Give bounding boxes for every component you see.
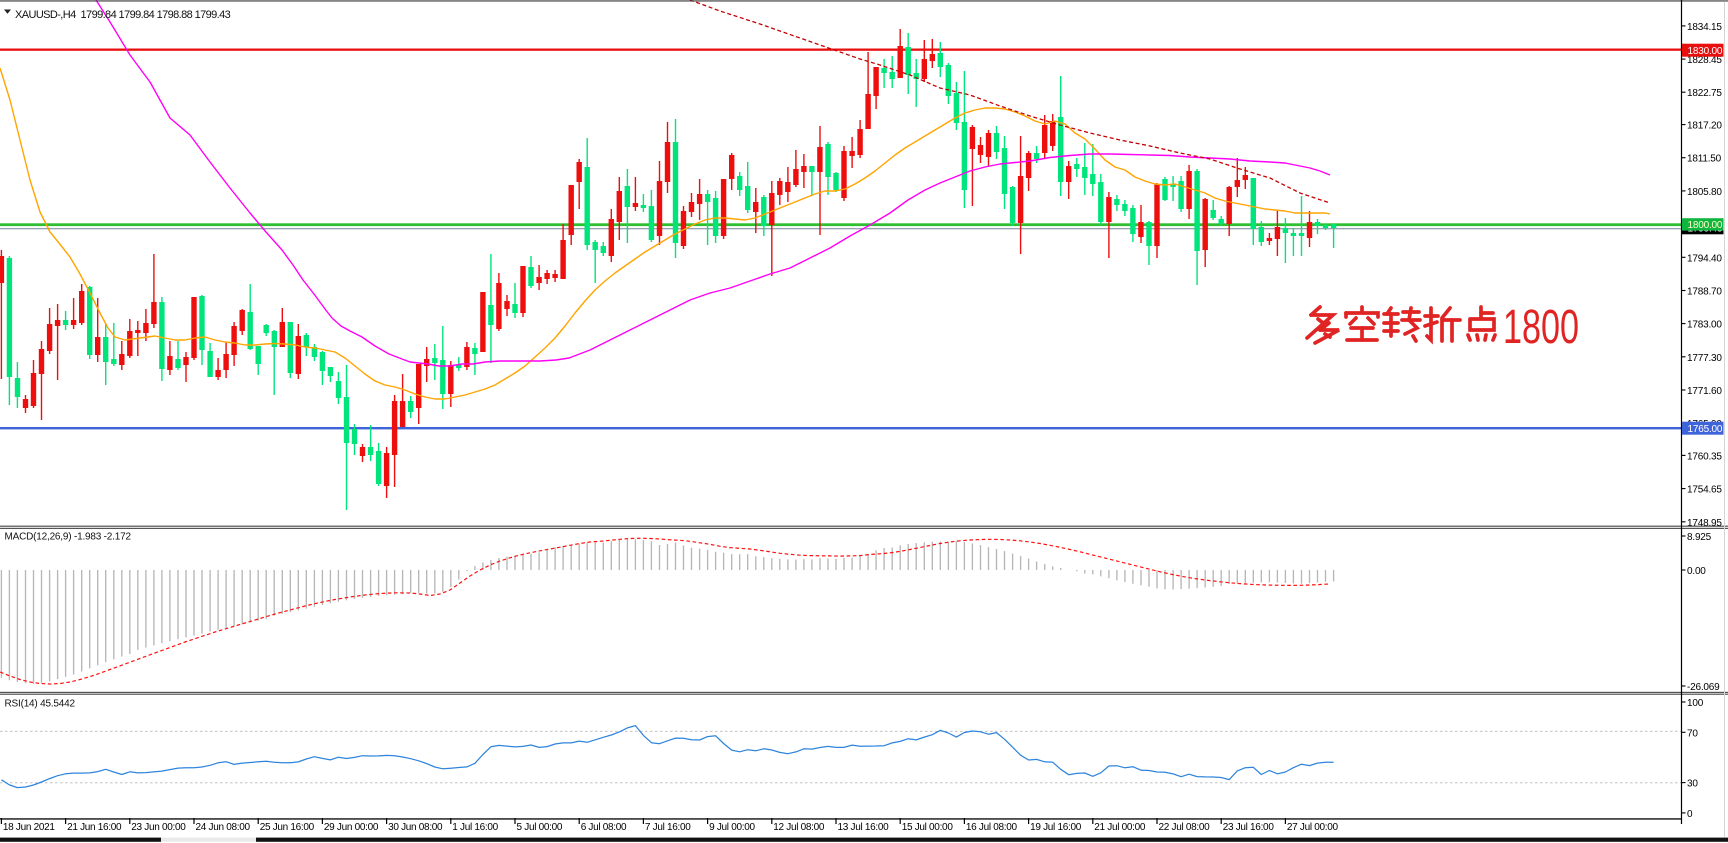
- svg-text:23 Jul 16:00: 23 Jul 16:00: [1223, 822, 1275, 833]
- svg-text:27 Jul 00:00: 27 Jul 00:00: [1287, 822, 1339, 833]
- svg-text:1783.00: 1783.00: [1687, 320, 1722, 331]
- svg-text:29 Jun 00:00: 29 Jun 00:00: [324, 822, 379, 833]
- svg-text:1830.00: 1830.00: [1688, 46, 1723, 57]
- svg-text:9 Jul 00:00: 9 Jul 00:00: [709, 822, 755, 833]
- svg-text:1765.00: 1765.00: [1688, 424, 1723, 435]
- svg-text:1748.95: 1748.95: [1687, 518, 1722, 529]
- svg-text:30: 30: [1687, 779, 1698, 790]
- svg-text:21 Jul 00:00: 21 Jul 00:00: [1094, 822, 1146, 833]
- svg-text:8.925: 8.925: [1687, 532, 1712, 543]
- svg-text:12 Jul 08:00: 12 Jul 08:00: [773, 822, 825, 833]
- svg-text:18 Jun 2021: 18 Jun 2021: [3, 822, 55, 833]
- svg-text:0.00: 0.00: [1687, 566, 1706, 577]
- svg-text:1800.00: 1800.00: [1688, 220, 1723, 231]
- svg-text:23 Jun 00:00: 23 Jun 00:00: [131, 822, 186, 833]
- svg-text:1777.30: 1777.30: [1687, 353, 1722, 364]
- svg-text:1811.50: 1811.50: [1687, 154, 1722, 165]
- svg-text:100: 100: [1687, 698, 1704, 709]
- svg-text:MACD(12,26,9) -1.983 -2.172: MACD(12,26,9) -1.983 -2.172: [5, 532, 132, 543]
- svg-text:1800: 1800: [1503, 301, 1579, 354]
- svg-text:70: 70: [1687, 728, 1698, 739]
- svg-text:1794.40: 1794.40: [1687, 253, 1722, 264]
- svg-text:1771.60: 1771.60: [1687, 386, 1722, 397]
- svg-text:XAUUSD-,H4 1799.84 1799.84 17: XAUUSD-,H4 1799.84 1799.84 1798.88 1799.…: [15, 9, 231, 21]
- svg-text:7 Jul 16:00: 7 Jul 16:00: [645, 822, 691, 833]
- svg-text:15 Jul 00:00: 15 Jul 00:00: [902, 822, 954, 833]
- svg-text:21 Jun 16:00: 21 Jun 16:00: [67, 822, 122, 833]
- svg-text:RSI(14) 45.5442: RSI(14) 45.5442: [5, 699, 76, 710]
- svg-text:1760.35: 1760.35: [1687, 451, 1722, 462]
- svg-text:13 Jul 16:00: 13 Jul 16:00: [838, 822, 890, 833]
- svg-text:5 Jul 00:00: 5 Jul 00:00: [517, 822, 563, 833]
- svg-text:30 Jun 08:00: 30 Jun 08:00: [388, 822, 443, 833]
- svg-text:1834.15: 1834.15: [1687, 22, 1722, 33]
- svg-text:1828.45: 1828.45: [1687, 55, 1722, 66]
- svg-text:25 Jun 16:00: 25 Jun 16:00: [260, 822, 315, 833]
- svg-text:16 Jul 08:00: 16 Jul 08:00: [966, 822, 1018, 833]
- svg-text:19 Jul 16:00: 19 Jul 16:00: [1030, 822, 1082, 833]
- svg-text:6 Jul 08:00: 6 Jul 08:00: [581, 822, 627, 833]
- svg-text:1805.80: 1805.80: [1687, 187, 1722, 198]
- svg-text:22 Jul 08:00: 22 Jul 08:00: [1159, 822, 1211, 833]
- svg-text:1788.70: 1788.70: [1687, 287, 1722, 298]
- svg-text:24 Jun 08:00: 24 Jun 08:00: [196, 822, 251, 833]
- svg-text:1754.65: 1754.65: [1687, 485, 1722, 496]
- svg-text:-26.069: -26.069: [1687, 682, 1720, 693]
- svg-text:0: 0: [1687, 809, 1693, 820]
- svg-text:1817.20: 1817.20: [1687, 121, 1722, 132]
- svg-text:1822.75: 1822.75: [1687, 88, 1722, 99]
- svg-text:1 Jul 16:00: 1 Jul 16:00: [452, 822, 498, 833]
